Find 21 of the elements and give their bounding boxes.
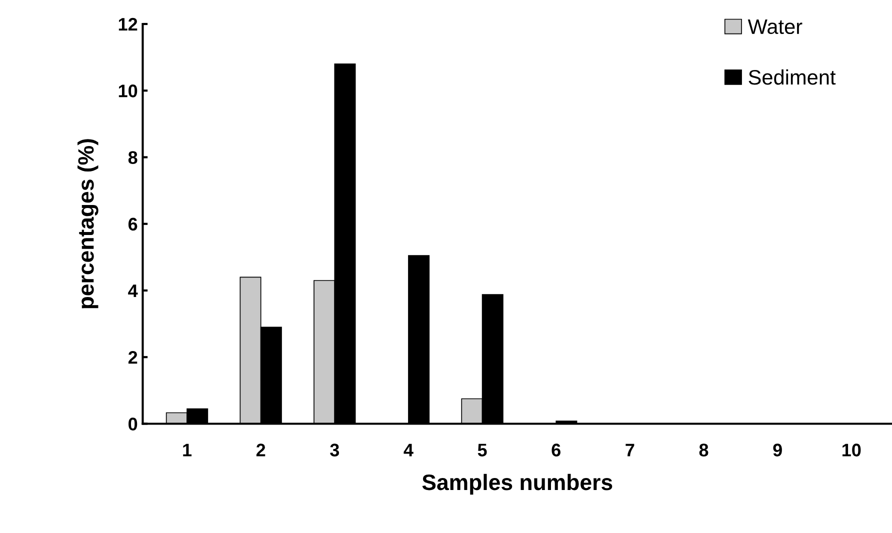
y-axis-title: percentages (%): [78, 139, 98, 308]
x-tick-label: 8: [699, 444, 708, 456]
y-tick-label: 4: [128, 284, 138, 298]
x-tick-label: 7: [626, 444, 634, 456]
x-tick-label: 5: [478, 444, 487, 456]
x-tick-label: 2: [256, 444, 266, 456]
x-tick-label: 1: [183, 444, 192, 456]
y-tick-label: 2: [128, 351, 138, 364]
x-axis-title: Samples numbers: [422, 474, 612, 495]
y-tick-label: 0: [128, 418, 138, 430]
y-tick-label: 12: [118, 18, 138, 31]
y-tick-label: 8: [128, 151, 138, 164]
legend-label: Sediment: [748, 69, 836, 85]
x-tick-label: 3: [330, 444, 340, 456]
y-tick-label: 10: [118, 84, 138, 98]
x-tick-label: 4: [404, 444, 414, 456]
x-tick-label: 9: [773, 444, 782, 456]
y-tick-label: 6: [128, 218, 138, 231]
x-tick-label: 6: [552, 444, 560, 456]
legend-label: Water: [748, 20, 802, 34]
x-tick-label: 10: [842, 444, 861, 456]
